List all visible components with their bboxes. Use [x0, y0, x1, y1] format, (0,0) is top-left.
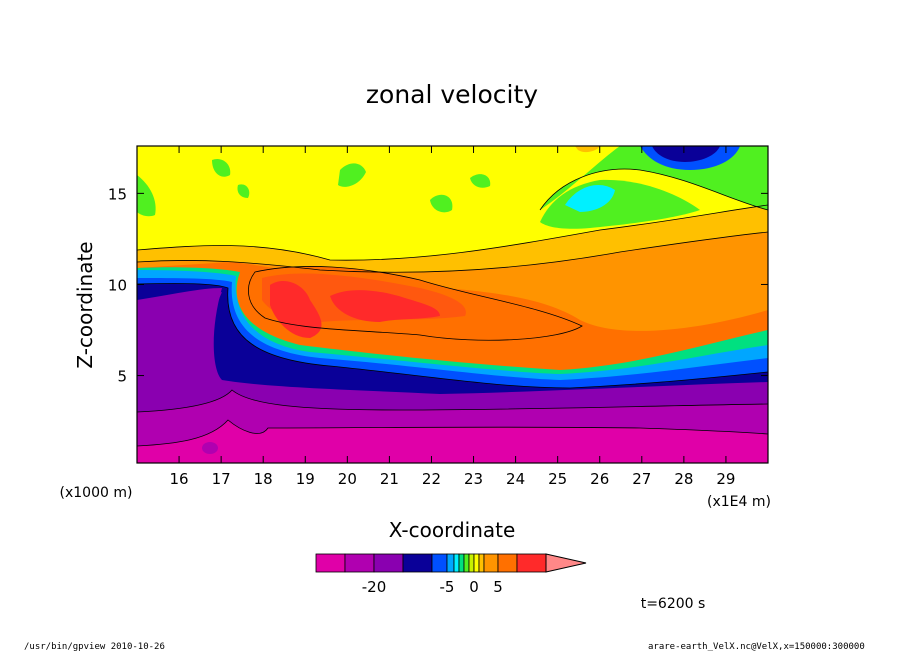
- colorbar-segment: [446, 553, 455, 573]
- colorbar-segment: [483, 553, 499, 573]
- y-tick-label: 10: [108, 276, 127, 294]
- plot-frame: [136, 145, 769, 464]
- contour-lines: [137, 168, 768, 447]
- x-tick-label: 21: [380, 470, 399, 488]
- colorbar-segment: [516, 553, 547, 573]
- plot-area: [136, 145, 769, 464]
- colorbar-segment: [497, 553, 518, 573]
- x-tick-label: 23: [464, 470, 483, 488]
- y-tick-label: 15: [108, 185, 127, 203]
- colorbar-segment: [473, 553, 480, 573]
- x-tick-label: 29: [716, 470, 735, 488]
- x-tick-label: 27: [632, 470, 651, 488]
- chart-title: zonal velocity: [366, 80, 538, 109]
- colorbar-tick-label: 0: [469, 578, 479, 596]
- x-axis-label: X-coordinate: [389, 518, 516, 542]
- colorbar-tick-label: 5: [493, 578, 503, 596]
- x-axis-unit: (x1E4 m): [707, 494, 771, 510]
- colorbar-segment: [468, 553, 475, 573]
- x-tick-label: 16: [170, 470, 189, 488]
- colorbar-segment: [344, 553, 375, 573]
- time-annotation: t=6200 s: [641, 596, 706, 612]
- x-tick-label: 19: [296, 470, 315, 488]
- colorbar-tick-label: -5: [440, 578, 455, 596]
- x-tick-label: 24: [506, 470, 525, 488]
- footer-left: /usr/bin/gpview 2010-10-26: [24, 642, 165, 652]
- y-axis-unit: (x1000 m): [60, 485, 133, 501]
- y-axis: 5 10 15 (x1000 m) Z-coordinate: [60, 185, 768, 501]
- y-tick-label: 5: [117, 368, 127, 386]
- colorbar-arrow: [545, 553, 587, 573]
- y-axis-label: Z-coordinate: [73, 241, 97, 368]
- contour-fills: [137, 146, 768, 463]
- x-axis: 16 17 18 19 20 21 22 23 24 25 26 27 28 29 (x1E4 m) X-…: [170, 146, 771, 542]
- colorbar-tick-label: -20: [362, 578, 387, 596]
- colorbar: -20 -5 0 5: [315, 553, 587, 596]
- colorbar-segment: [463, 553, 470, 573]
- colorbar-segment: [402, 553, 433, 573]
- x-tick-label: 20: [338, 470, 357, 488]
- x-tick-label: 18: [254, 470, 273, 488]
- x-tick-label: 25: [548, 470, 567, 488]
- colorbar-segment: [431, 553, 448, 573]
- x-tick-label: 28: [674, 470, 693, 488]
- colorbar-segment: [373, 553, 404, 573]
- colorbar-segment: [478, 553, 485, 573]
- colorbar-segment: [458, 553, 465, 573]
- colorbar-segment: [453, 553, 460, 573]
- footer-right: arare-earth_VelX.nc@VelX,x=150000:300000: [648, 642, 865, 652]
- x-tick-label: 22: [422, 470, 441, 488]
- x-tick-label: 17: [212, 470, 231, 488]
- x-tick-label: 26: [590, 470, 609, 488]
- colorbar-segment: [315, 553, 346, 573]
